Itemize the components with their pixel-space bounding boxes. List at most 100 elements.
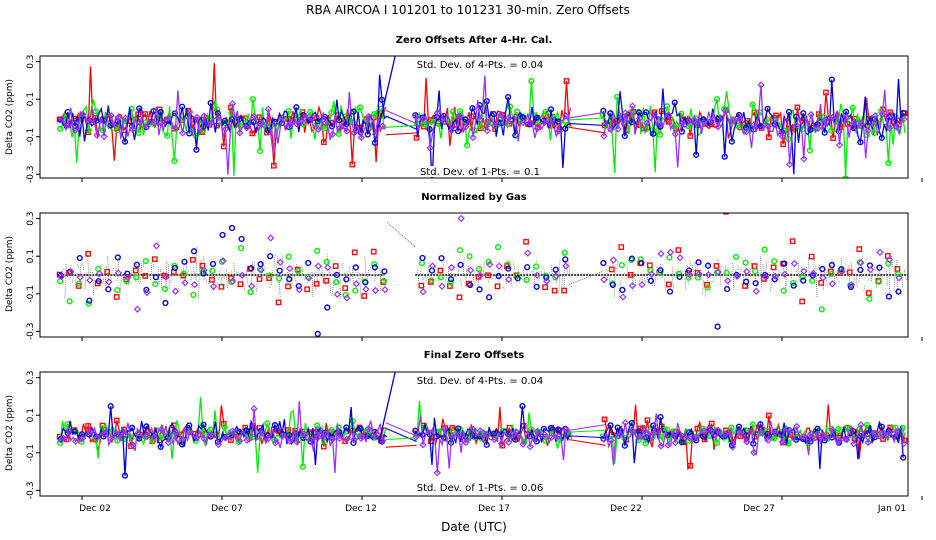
point-blue	[286, 276, 293, 283]
point-blue	[350, 439, 357, 447]
normalized-trace	[825, 270, 828, 287]
point-blue	[543, 274, 550, 281]
point-purple	[86, 117, 94, 126]
point-purple	[343, 435, 351, 443]
point-purple	[343, 294, 351, 302]
y-tick-label: -0.1	[26, 128, 36, 146]
normalized-trace	[119, 274, 122, 293]
point-purple	[286, 437, 294, 445]
point-purple	[678, 432, 687, 440]
point-red	[666, 281, 672, 288]
point-green	[214, 106, 221, 113]
point-blue	[181, 258, 188, 265]
point-blue	[186, 422, 193, 429]
point-purple	[278, 113, 287, 122]
series-line-purple	[60, 90, 386, 175]
point-red	[733, 199, 737, 203]
point-purple	[635, 114, 644, 122]
point-red	[818, 280, 825, 286]
normalized-trace	[218, 271, 221, 281]
point-purple	[86, 428, 94, 436]
x-tick-label-dec02: Dec 02	[79, 504, 111, 514]
normalized-trace	[795, 270, 798, 273]
point-red	[85, 423, 92, 429]
point-red	[618, 244, 625, 250]
normalized-trace	[654, 276, 657, 287]
point-green	[323, 258, 330, 266]
normalized-trace	[349, 266, 352, 282]
point-purple	[878, 110, 887, 118]
point-purple	[476, 271, 484, 280]
normalized-trace	[835, 276, 838, 279]
point-red	[770, 264, 777, 271]
point-purple	[700, 427, 708, 435]
series-line-purple	[603, 413, 905, 466]
normalized-trace	[291, 267, 294, 289]
point-red	[780, 141, 786, 148]
normalized-trace	[881, 275, 883, 281]
point-purple	[800, 433, 808, 441]
point-purple	[433, 469, 441, 477]
normalized-trace	[868, 267, 871, 281]
point-purple	[562, 425, 570, 434]
point-blue	[495, 272, 502, 280]
normalized-trace	[878, 266, 881, 279]
point-green	[885, 160, 892, 167]
normalized-trace	[563, 261, 566, 294]
point-blue	[271, 421, 279, 429]
point-purple	[671, 439, 679, 447]
point-purple	[900, 115, 908, 123]
point-blue	[236, 428, 243, 435]
point-purple	[378, 122, 387, 130]
point-blue	[438, 255, 445, 262]
point-purple	[214, 440, 223, 449]
panel-1-xticks	[81, 178, 923, 182]
point-blue	[621, 132, 628, 140]
point-purple	[200, 435, 208, 443]
point-purple	[236, 437, 244, 445]
point-blue	[505, 265, 512, 272]
normalized-trace	[787, 269, 790, 272]
point-blue	[650, 130, 657, 137]
point-purple	[893, 123, 901, 131]
point-purple	[743, 128, 751, 136]
point-purple	[95, 269, 104, 278]
point-blue	[876, 264, 883, 271]
normalized-trace	[639, 277, 641, 282]
point-purple	[821, 434, 829, 442]
normalized-trace	[535, 261, 538, 263]
normalized-trace	[702, 278, 704, 295]
point-purple	[657, 250, 665, 258]
normalized-trace	[545, 280, 548, 285]
normalized-trace	[865, 257, 868, 260]
point-purple	[200, 112, 208, 120]
point-purple	[735, 428, 744, 436]
point-purple	[455, 431, 463, 439]
point-red	[456, 294, 463, 301]
normalized-trace	[472, 275, 475, 285]
point-purple	[819, 274, 827, 282]
x-tick-label-dec22: Dec 22	[610, 504, 642, 514]
normalized-trace	[69, 265, 72, 281]
normalized-trace	[230, 270, 233, 276]
normalized-trace	[682, 270, 684, 273]
point-purple	[864, 126, 872, 135]
point-blue	[600, 259, 607, 267]
point-blue	[666, 288, 674, 295]
point-purple	[483, 127, 491, 135]
point-green	[456, 247, 464, 254]
point-purple	[371, 130, 380, 138]
point-purple	[293, 120, 301, 128]
point-purple	[878, 430, 887, 438]
normalized-trace	[828, 270, 830, 279]
point-green	[637, 256, 644, 263]
point-blue	[200, 270, 207, 277]
point-blue	[157, 443, 164, 450]
point-blue	[728, 138, 735, 145]
panel-2-data	[56, 199, 908, 337]
normalized-trace	[445, 276, 447, 283]
series-line-blue	[414, 406, 571, 465]
normalized-trace	[664, 278, 667, 293]
point-blue	[362, 279, 369, 286]
point-red	[237, 281, 244, 288]
